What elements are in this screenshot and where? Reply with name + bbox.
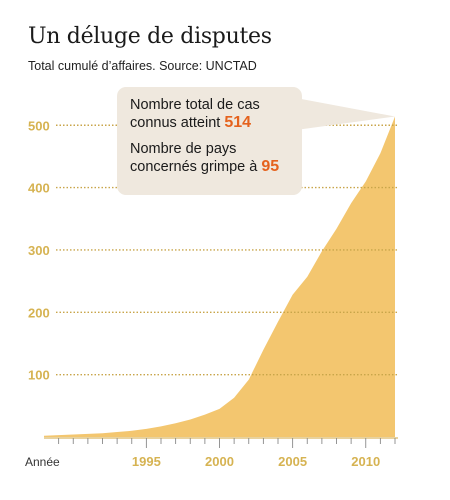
cumulative-cases-area: [44, 116, 395, 437]
callout-cases-label-1: Nombre total de cas: [130, 97, 260, 113]
y-tick-label-500: 500: [28, 118, 50, 133]
y-axis-ticks: 100 200 300 400 500: [28, 118, 50, 382]
y-tick-label-200: 200: [28, 305, 50, 320]
x-axis-label: Année: [25, 455, 60, 469]
callout-countries-value: 95: [261, 158, 280, 175]
x-tick-label-1995: 1995: [132, 454, 161, 469]
callout-pointer: [296, 98, 395, 130]
callout-countries-label-1: Nombre de pays: [130, 141, 237, 157]
callout-countries: Nombre de pays concernés grimpe à 95: [130, 140, 290, 176]
y-tick-label-300: 300: [28, 243, 50, 258]
callout-cases-value: 514: [224, 114, 252, 131]
x-axis: Année 1995 2000 2005 2010: [25, 437, 398, 469]
chart-title: Un déluge de disputes: [28, 24, 272, 49]
x-tick-label-2010: 2010: [351, 454, 380, 469]
chart-subtitle: Total cumulé d’affaires. Source: UNCTAD: [28, 59, 257, 73]
x-tick-label-2000: 2000: [205, 454, 234, 469]
callout-box: Nombre total de cas connus atteint 514 N…: [117, 87, 302, 195]
y-tick-label-100: 100: [28, 368, 50, 383]
callout-countries-label-2: concernés grimpe à: [130, 159, 262, 175]
gridlines: [56, 124, 398, 376]
callout-cases-label-2: connus atteint: [130, 115, 225, 131]
callout-cases: Nombre total de cas connus atteint 514: [130, 96, 290, 132]
y-tick-label-400: 400: [28, 181, 50, 196]
x-tick-label-2005: 2005: [278, 454, 307, 469]
